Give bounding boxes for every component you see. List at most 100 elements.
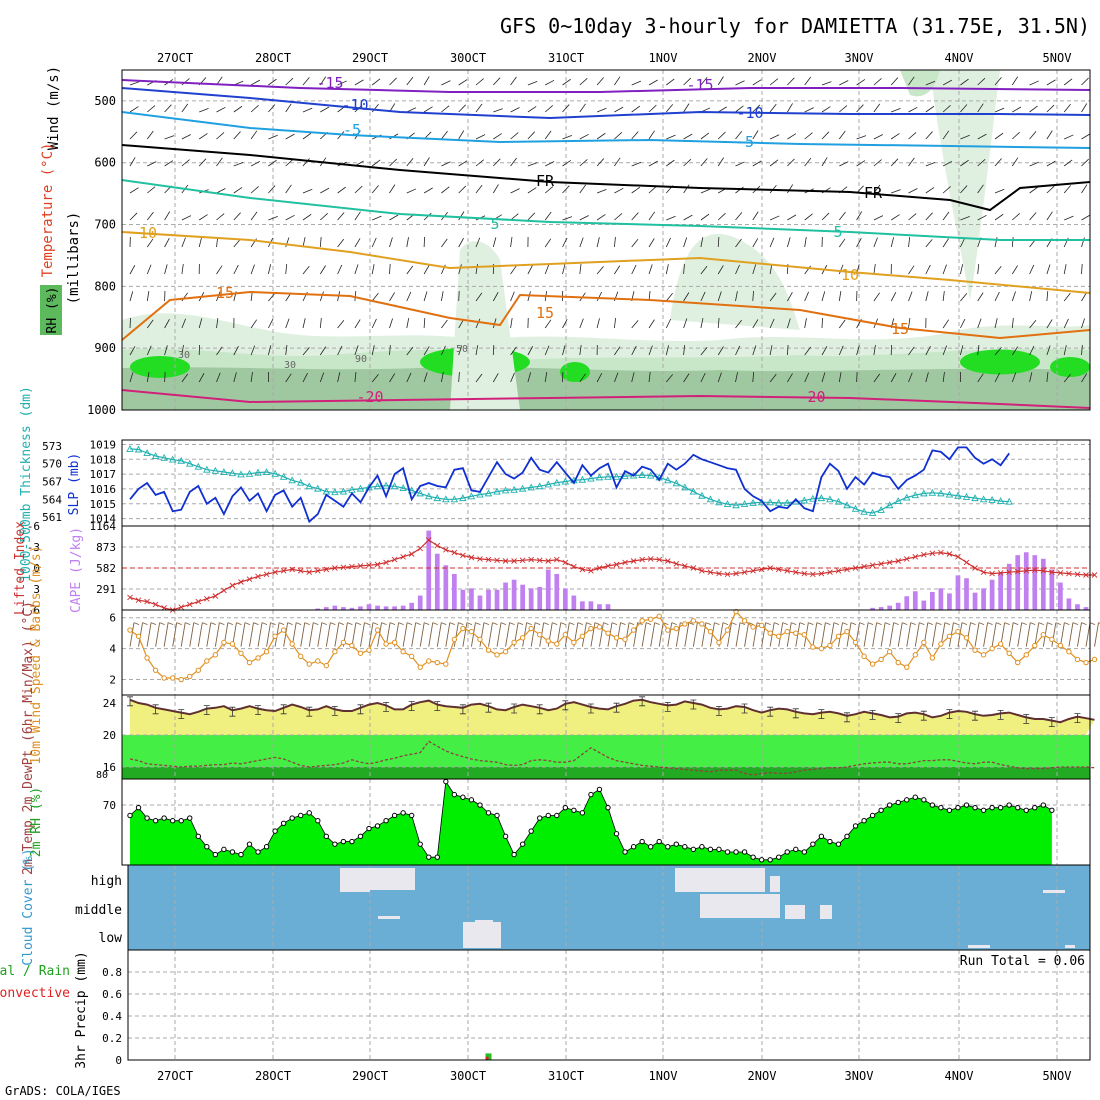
li-marker bbox=[152, 601, 159, 608]
wind-barb bbox=[180, 622, 186, 647]
wind-barb bbox=[994, 77, 1002, 86]
wind-speed-marker bbox=[323, 662, 330, 669]
cape-bar bbox=[921, 600, 927, 610]
cape-bar bbox=[503, 582, 508, 610]
li-marker bbox=[571, 563, 577, 570]
wind-barb bbox=[838, 319, 846, 329]
thickness-marker bbox=[996, 497, 1005, 505]
slp-tick-label: 1018 bbox=[90, 453, 117, 466]
wind-barb bbox=[665, 374, 674, 383]
thickness-marker bbox=[373, 482, 382, 490]
wind-barb bbox=[787, 184, 794, 194]
wind-speed-marker bbox=[904, 664, 910, 670]
wind-barb bbox=[164, 160, 174, 167]
wind-barb bbox=[838, 211, 846, 221]
wind-barb bbox=[406, 318, 410, 329]
wind-barb bbox=[994, 318, 998, 329]
wind-barb bbox=[1029, 131, 1037, 140]
temp-range-marker bbox=[997, 710, 1004, 720]
wind-barb bbox=[890, 77, 899, 86]
thickness-marker bbox=[672, 479, 681, 487]
wind-barb bbox=[406, 188, 417, 194]
wind-barb bbox=[423, 106, 433, 113]
rh-marker bbox=[554, 812, 560, 819]
slp-tick-label: 1015 bbox=[90, 498, 117, 511]
wind-barb bbox=[441, 105, 450, 113]
wind-barb bbox=[510, 318, 513, 329]
rh-marker bbox=[733, 849, 739, 855]
rh-marker bbox=[758, 857, 765, 863]
wind-barb bbox=[181, 237, 186, 248]
rh-marker bbox=[374, 823, 381, 829]
wind-barb bbox=[873, 134, 883, 140]
wind-barb-flag bbox=[381, 622, 387, 626]
wind-barb bbox=[458, 264, 462, 275]
rh-marker bbox=[938, 804, 944, 811]
rh-marker bbox=[579, 810, 586, 816]
li-marker bbox=[212, 593, 219, 599]
thickness-marker bbox=[834, 497, 843, 505]
temp-tick-label: 80 bbox=[96, 770, 108, 781]
thickness-marker bbox=[663, 476, 672, 484]
wind-barb bbox=[942, 319, 950, 329]
wind-barb bbox=[146, 622, 152, 647]
wind-barb bbox=[596, 189, 607, 194]
wind-barb bbox=[925, 264, 931, 275]
y-tick-label: 500 bbox=[94, 94, 116, 108]
li-marker bbox=[750, 567, 756, 574]
wind-barb bbox=[761, 622, 767, 647]
wind-barb bbox=[735, 372, 738, 383]
wind-speed-marker bbox=[289, 641, 295, 647]
rh-marker bbox=[306, 810, 312, 816]
rh-marker bbox=[485, 810, 492, 816]
time-axis-top-label: 3NOV bbox=[845, 51, 874, 65]
wind-barb bbox=[769, 159, 779, 167]
wind-speed-marker bbox=[502, 649, 509, 655]
wind-speed-marker bbox=[716, 639, 722, 646]
rh-marker bbox=[972, 804, 978, 811]
cape-bar bbox=[1066, 598, 1072, 610]
wind-barb bbox=[1011, 265, 1018, 275]
thickness-marker bbox=[826, 495, 834, 503]
wind-barb bbox=[1046, 211, 1053, 221]
cape-bar bbox=[998, 572, 1003, 610]
wind-barb bbox=[873, 184, 881, 194]
y-axis-label-rh: 2m RH (%) bbox=[29, 787, 44, 857]
wind-barb bbox=[445, 622, 451, 647]
wind-speed-marker bbox=[972, 647, 978, 653]
li-marker bbox=[1023, 567, 1030, 574]
wind-barb bbox=[579, 264, 582, 275]
li-marker bbox=[767, 565, 773, 571]
wind-barb bbox=[337, 319, 345, 329]
cape-bar bbox=[989, 579, 995, 610]
temp-range-marker bbox=[767, 706, 774, 717]
rh-marker bbox=[912, 794, 918, 800]
wind-barb bbox=[994, 347, 1002, 356]
wind-barb bbox=[1046, 79, 1056, 86]
rh-marker bbox=[204, 844, 210, 850]
wind-barb bbox=[458, 160, 468, 167]
cape-bar bbox=[1075, 604, 1080, 610]
wind-barb bbox=[129, 372, 134, 383]
wind-barb bbox=[925, 80, 936, 86]
rh-marker bbox=[605, 804, 611, 811]
li-marker bbox=[1066, 570, 1072, 577]
wind-barb bbox=[510, 157, 517, 167]
wind-barb bbox=[665, 292, 673, 302]
wind-barb bbox=[856, 371, 858, 383]
wind-barb bbox=[268, 293, 276, 302]
wind-barb bbox=[1012, 131, 1020, 140]
cape-bar bbox=[895, 602, 901, 610]
rh-marker bbox=[229, 849, 236, 855]
thickness-marker bbox=[177, 456, 185, 464]
wind-barb-flag bbox=[970, 622, 976, 626]
li-marker bbox=[997, 570, 1004, 576]
rh-marker bbox=[878, 807, 884, 813]
wind-barb bbox=[1081, 158, 1089, 167]
wind-barb bbox=[890, 373, 897, 383]
li-marker bbox=[963, 559, 970, 566]
wind-barb bbox=[250, 372, 253, 383]
rh-marker bbox=[178, 817, 184, 824]
thickness-marker bbox=[237, 470, 245, 478]
wind-barb bbox=[942, 291, 945, 302]
